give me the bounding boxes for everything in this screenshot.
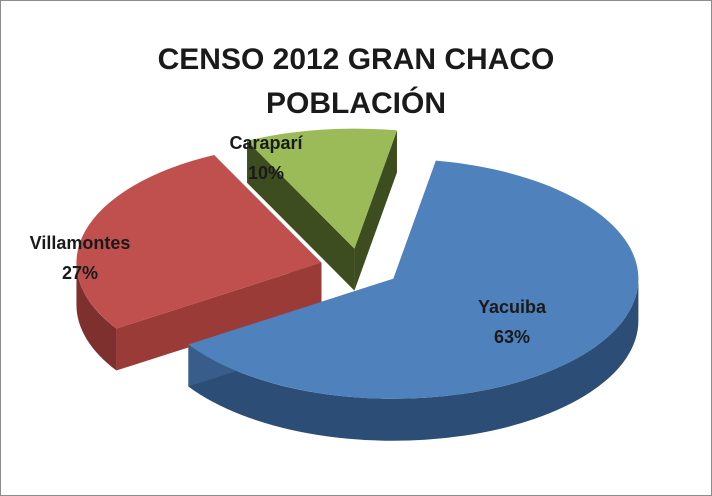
slice-label-villamontes: Villamontes <box>30 233 131 253</box>
pie-slice-carapari <box>247 128 397 249</box>
pie-wall-carapari-start <box>247 140 355 291</box>
slice-label-yacuiba: Yacuiba <box>478 297 547 317</box>
slice-value-carapari: 10% <box>248 163 284 183</box>
slice-value-yacuiba: 63% <box>494 327 530 347</box>
pie-tops <box>76 128 639 399</box>
pie-slice-yacuiba <box>188 160 639 399</box>
pie-wall-carapari-end <box>354 130 397 291</box>
chart-title: CENSO 2012 GRAN CHACO POBLACIÓN <box>0 38 712 126</box>
pie-sides <box>76 262 639 441</box>
chart-title-line-2: POBLACIÓN <box>266 87 446 120</box>
chart-title-line-1: CENSO 2012 GRAN CHACO <box>157 43 555 76</box>
pie-side-yacuiba <box>188 278 639 441</box>
pie-side-villamontes <box>76 262 117 371</box>
pie-slice-villamontes <box>76 154 322 329</box>
slice-label-carapari: Caraparí <box>229 133 303 153</box>
slice-value-villamontes: 27% <box>62 263 98 283</box>
pie-wall-villamontes-start <box>116 262 322 371</box>
